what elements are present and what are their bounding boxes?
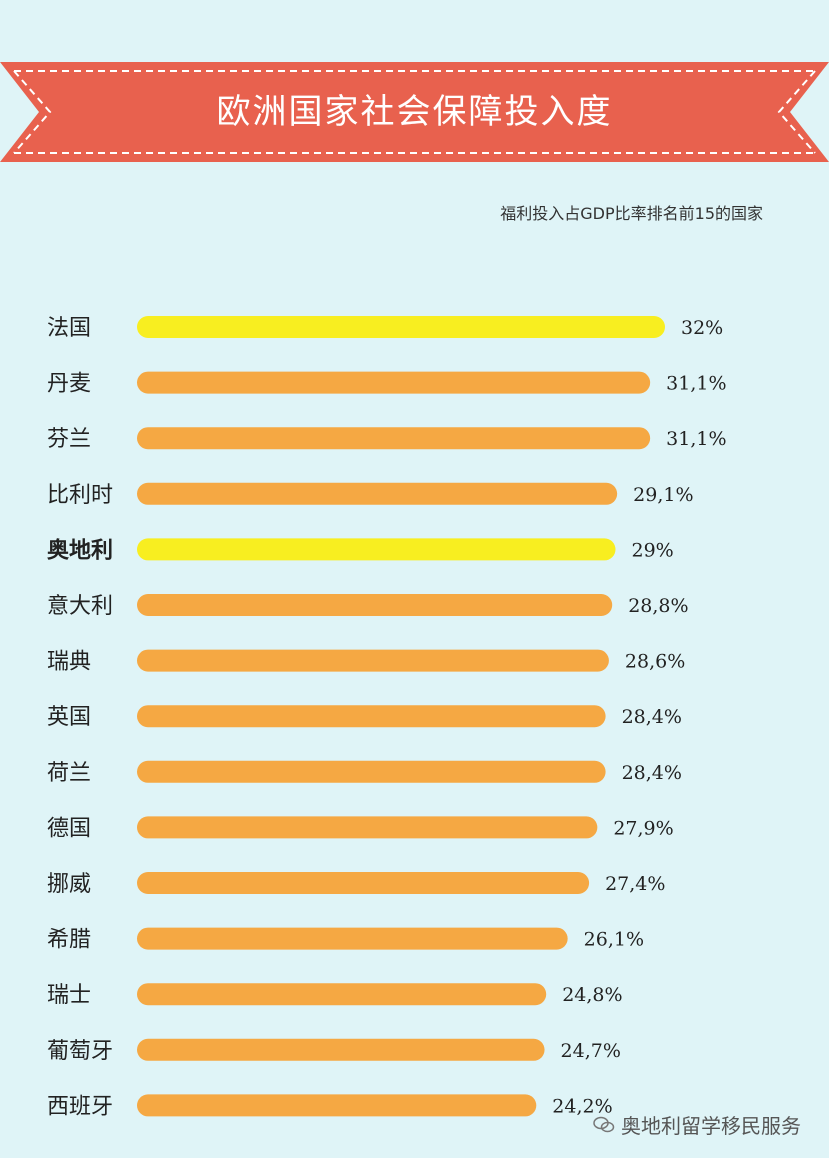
category-label: 芬兰 [47,427,91,452]
category-label: 法国 [47,316,91,341]
value-label: 29% [632,539,674,561]
wechat-icon [593,1116,615,1132]
value-label: 26,1% [584,929,644,951]
value-label: 28,4% [622,762,682,784]
title-banner [0,62,829,162]
value-label: 31,1% [666,428,726,450]
category-label: 意大利 [47,594,113,619]
value-label: 28,8% [628,595,688,617]
value-label: 28,4% [622,706,682,728]
bar [137,371,651,394]
category-label: 比利时 [47,483,113,508]
category-label: 奥地利 [47,537,113,563]
value-label: 24,2% [552,1095,612,1117]
bar [137,482,618,505]
category-label: 瑞士 [47,983,91,1008]
value-label: 27,4% [605,873,665,895]
value-label: 27,9% [613,817,673,839]
page-title: 欧洲国家社会保障投入度 [216,92,613,132]
bar [137,1038,545,1061]
category-label: 英国 [47,705,91,730]
bar [137,983,547,1006]
watermark-text: 奥地利留学移民服务 [621,1114,801,1138]
value-label: 32% [681,317,723,339]
category-label: 葡萄牙 [47,1039,113,1064]
category-label: 挪威 [47,872,91,897]
bar [137,760,606,783]
bar [137,427,651,450]
bar [137,649,609,672]
value-label: 31,1% [666,373,726,395]
category-label: 丹麦 [47,372,91,397]
bar [137,1094,537,1117]
value-label: 28,6% [625,651,685,673]
bar [137,872,590,894]
value-label: 24,8% [562,984,622,1006]
category-label: 希腊 [47,928,91,953]
watermark: 奥地利留学移民服务 [593,1110,801,1139]
bar [137,316,665,338]
bar [137,594,613,616]
category-label: 西班牙 [47,1094,113,1119]
category-label: 荷兰 [47,761,91,786]
bar [137,927,568,950]
category-label: 德国 [47,816,91,841]
bar [137,816,598,839]
value-label: 29,1% [633,484,693,506]
bar [137,538,616,561]
value-label: 24,7% [561,1040,621,1062]
category-label: 瑞典 [47,650,91,675]
chart-title: 福利投入占GDP比率排名前15的国家 [500,204,763,223]
bar [137,705,606,728]
